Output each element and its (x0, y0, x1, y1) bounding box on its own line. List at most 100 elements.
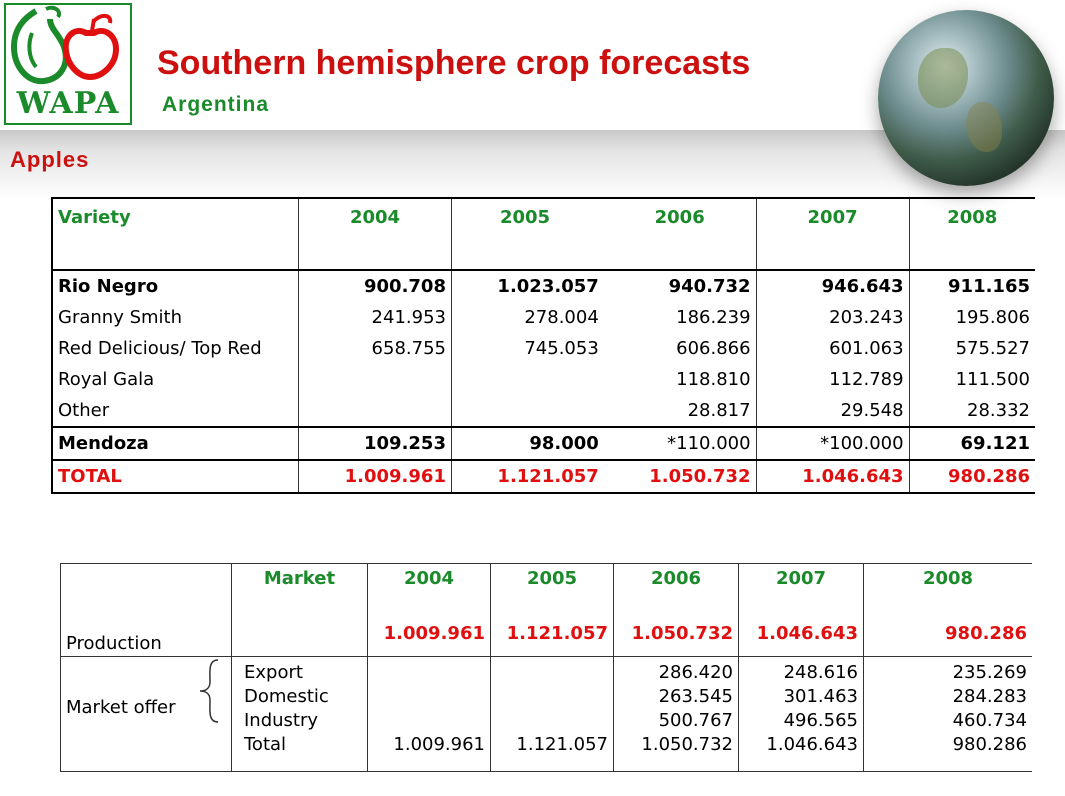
wapa-logo: WAPA (4, 3, 132, 125)
row-label: Mendoza (51, 426, 299, 460)
column-header: 2007 (775, 568, 827, 589)
table-header-row: Variety 2004 2005 2006 2007 2008 (51, 197, 1035, 270)
year-values: 1.121.057 (490, 656, 614, 772)
globe-land-shape (966, 102, 1002, 152)
cell: 601.063 (755, 333, 910, 364)
cell (450, 395, 604, 427)
globe-land-shape (918, 48, 968, 108)
column-header: 2008 (922, 568, 974, 589)
year-column: 2008 980.286 (863, 563, 1032, 657)
cell: 1.046.643 (766, 734, 858, 755)
column-header: 2004 (403, 568, 455, 589)
cell: 69.121 (908, 426, 1035, 460)
table-row: Mendoza 109.253 98.000 *110.000 *100.000… (51, 426, 1035, 460)
cell: *110.000 (603, 426, 757, 460)
row-label: Rio Negro (51, 269, 299, 302)
cell (373, 709, 485, 733)
cell (373, 661, 485, 685)
column-header: Market (231, 563, 368, 657)
cell: 263.545 (658, 686, 733, 707)
market-item: Industry (244, 710, 319, 731)
production-label: Production (60, 563, 232, 657)
table-row: Granny Smith 241.953 278.004 186.239 203… (51, 302, 1035, 333)
year-values: 235.269 284.283 460.734 980.286 (863, 656, 1032, 772)
header-shadow-band (0, 130, 1065, 200)
cell: 980.286 (908, 459, 1035, 494)
column-header: 2004 (298, 197, 452, 270)
cell: 284.283 (952, 686, 1027, 707)
cell: 286.420 (658, 662, 733, 683)
market-item: Total (244, 734, 287, 755)
page-title: Southern hemisphere crop forecasts (157, 44, 751, 82)
column-header: 2006 (650, 568, 702, 589)
cell: 946.643 (755, 269, 910, 302)
row-label: Red Delicious/ Top Red (51, 333, 299, 364)
market-table: Production Market 2004 1.009.961 2005 1.12… (60, 563, 1032, 772)
market-item: Domestic (244, 686, 329, 707)
logo-text: WAPA (16, 86, 120, 121)
cell (298, 364, 452, 395)
column-header: 2005 (526, 568, 578, 589)
curly-brace-icon (199, 659, 219, 723)
year-values: 248.616 301.463 496.565 1.046.643 (738, 656, 864, 772)
cell (373, 685, 485, 709)
cell: 195.806 (908, 302, 1035, 333)
year-column: 2007 1.046.643 (738, 563, 864, 657)
globe-icon (878, 10, 1054, 186)
cell: 1.121.057 (450, 459, 604, 494)
cell: 28.332 (908, 395, 1035, 427)
column-header: 2007 (755, 197, 910, 270)
table-row: Rio Negro 900.708 1.023.057 940.732 946.… (51, 269, 1035, 302)
cell: 606.866 (676, 338, 751, 359)
cell: 496.565 (783, 710, 858, 731)
cell: 248.616 (783, 662, 858, 683)
table-header-row: Production Market 2004 1.009.961 2005 1.12… (60, 563, 1032, 657)
cell: 1.121.057 (516, 734, 608, 755)
table-row: Red Delicious/ Top Red 658.755 745.053 6… (51, 333, 1035, 364)
cell: 900.708 (298, 269, 452, 302)
cell: 500.767 (658, 710, 733, 731)
cell: 1.050.732 (603, 459, 757, 494)
cell: 301.463 (783, 686, 858, 707)
cell: 1.046.643 (756, 623, 858, 644)
cell (496, 709, 608, 733)
cell: 29.548 (755, 395, 910, 427)
table-row: Other 28.817 29.548 28.332 (51, 395, 1035, 427)
cell (450, 364, 604, 395)
cell: 575.527 (908, 333, 1035, 364)
cell: 1.023.057 (450, 269, 604, 302)
cell: 460.734 (952, 710, 1027, 731)
cell (496, 661, 608, 685)
row-label: Other (51, 395, 299, 427)
cell: 980.286 (952, 734, 1027, 755)
cell: 980.286 (945, 623, 1027, 644)
column-header: 2005 (450, 197, 604, 270)
cell: 1.046.643 (755, 459, 910, 494)
column-header: 2008 (908, 197, 1035, 270)
row-label: TOTAL (51, 459, 299, 494)
cell: 235.269 (952, 662, 1027, 683)
cell: 203.243 (755, 302, 910, 333)
market-items: Export Domestic Industry Total (231, 656, 368, 772)
cell (298, 395, 452, 427)
year-values: 286.420 263.545 500.767 1.050.732 (613, 656, 739, 772)
cell: 278.004 (450, 302, 604, 333)
market-offer-row: Market offer Export Domestic Industry To… (60, 656, 1032, 772)
year-column: 2006 1.050.732 (613, 563, 739, 657)
cell: 186.239 (676, 307, 751, 328)
cell: 745.053 (450, 333, 604, 364)
table-row: Royal Gala 118.810 112.789 111.500 (51, 364, 1035, 395)
cell: 118.810 (676, 369, 751, 390)
pear-apple-icon (10, 5, 120, 85)
cell: 1.009.961 (383, 623, 485, 644)
cell: 911.165 (908, 269, 1035, 302)
cell: 940.732 (603, 269, 757, 302)
cell: 1.009.961 (393, 734, 485, 755)
section-heading: Apples (10, 147, 90, 172)
year-column: 2004 1.009.961 (367, 563, 491, 657)
year-values: 1.009.961 (367, 656, 491, 772)
cell: *100.000 (755, 426, 910, 460)
cell: 111.500 (908, 364, 1035, 395)
cell: 658.755 (298, 333, 452, 364)
cell: 241.953 (298, 302, 452, 333)
